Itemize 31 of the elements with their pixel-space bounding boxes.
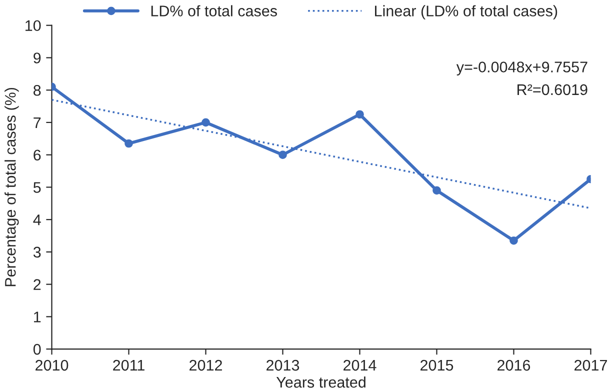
x-tick-label: 2016 (498, 360, 530, 371)
legend-label: Linear (LD% of total cases) (375, 5, 558, 20)
y-tick-label: 2 (34, 279, 41, 290)
annotation: R²=0.6019 (518, 84, 588, 96)
y-tick-label: 10 (26, 20, 41, 32)
x-tick-label: 2017 (574, 360, 607, 371)
x-tick-label: 2010 (36, 360, 68, 371)
y-tick-label: 6 (34, 150, 41, 161)
y-tick-label: 8 (34, 84, 41, 96)
point (510, 236, 518, 245)
x-tick-label: 2014 (344, 360, 376, 371)
y-tick-label: 4 (33, 214, 41, 226)
annotation: y=-0.0048x+9.7557 (456, 62, 588, 76)
x-tick-label: 2012 (190, 360, 222, 371)
legend-label: LD% of total cases (151, 5, 277, 16)
point (124, 139, 133, 148)
point (278, 150, 287, 159)
point (202, 118, 210, 127)
x-tick-label: 2015 (420, 360, 454, 371)
y-tick-label: 5 (33, 182, 41, 193)
y-tick-label: 9 (34, 52, 41, 64)
x-axis-title: Years treated (276, 376, 366, 388)
y-axis-title: Percentage of total cases (%) (4, 88, 19, 286)
x-tick-label: 2013 (266, 360, 300, 371)
point (356, 110, 364, 119)
point (432, 186, 441, 195)
y-tick-label: 0 (33, 344, 41, 355)
y-tick-label: 7 (34, 117, 41, 128)
y-tick-label: 3 (33, 246, 41, 258)
x-tick-label: 2011 (113, 360, 144, 371)
y-tick-label: 1 (34, 312, 41, 322)
